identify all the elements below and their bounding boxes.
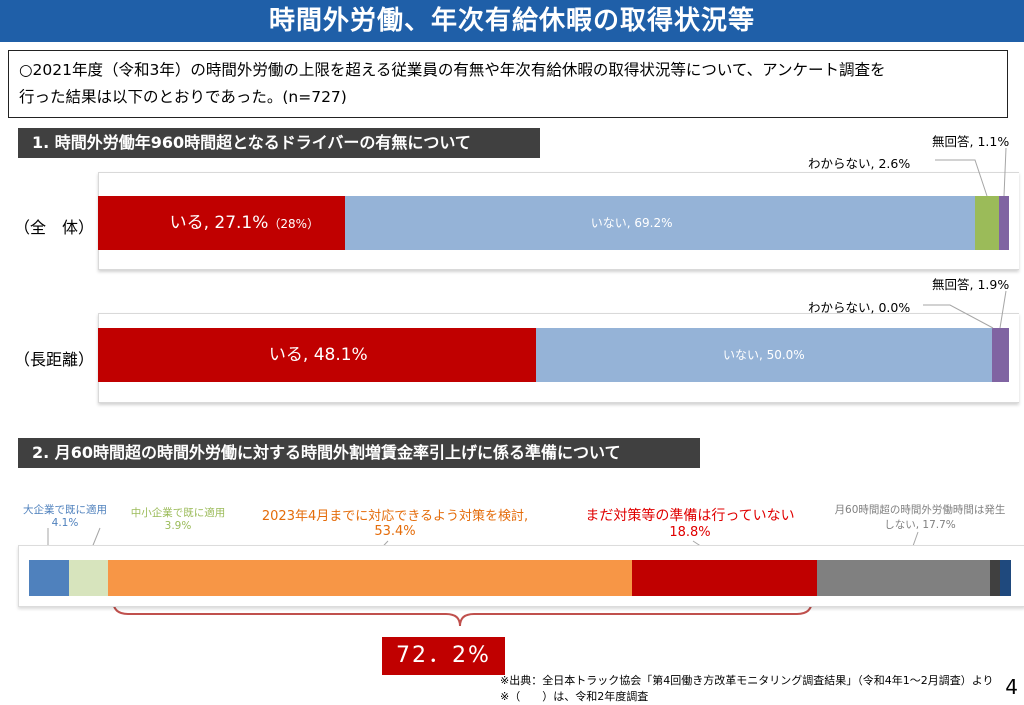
page-number: 4 — [1005, 675, 1018, 699]
bar-segment-6 — [1000, 560, 1011, 596]
label-large-co: 大企業で既に適用 4.1% — [23, 504, 107, 529]
label-not-yet: まだ対策等の準備は行っていない 18.8% — [585, 508, 795, 540]
label-plan: 2023年4月までに対応できるよう対策を検討, 53.4% — [261, 509, 529, 539]
bar-segment-2 — [107, 560, 632, 596]
annot-all-unknown: わからない, 2.6% — [808, 156, 911, 171]
annot-all-noanswer: 無回答, 1.1% — [932, 134, 1010, 149]
leader-ld-unknown — [923, 304, 994, 329]
bar-segment-1 — [69, 560, 108, 596]
bar-segment-0 — [98, 196, 345, 250]
page-title: 時間外労働、年次有給休暇の取得状況等 — [0, 0, 1024, 42]
row-label-all: （全 体） — [14, 218, 95, 237]
bar-segment-0 — [29, 560, 70, 596]
bar-segment-label-0: いる, 48.1% — [268, 345, 368, 365]
bar-segment-3 — [991, 328, 1009, 382]
chart2-bar — [29, 560, 1011, 596]
bar-segment-0 — [98, 328, 537, 382]
bar-segment-4 — [816, 560, 991, 596]
bar-segment-label-0: いる, 27.1%（28%） — [169, 213, 320, 233]
section2-heading: 2. 月60時間超の時間外労働に対する時間外割増賃金率引上げに係る準備について — [18, 438, 700, 468]
bar-segment-5 — [990, 560, 1001, 596]
chart1-bar-all: いる, 27.1%（28%） いない, 69.2% — [98, 196, 1009, 250]
total-72-box: 72．2% — [382, 637, 505, 675]
source-note: ※出典：全日本トラック協会「第4回働き方改革モニタリング調査結果」（令和4年1～… — [500, 674, 994, 687]
intro-line-2: 行った結果は以下のとおりであった。(n=727) — [19, 88, 347, 106]
leader-ld-noanswer — [999, 290, 1007, 329]
leader-all-noanswer — [1003, 147, 1007, 197]
label-none: 月60時間超の時間外労働時間は発生 しない, 17.7% — [834, 504, 1006, 531]
bar-segment-label-1: いない, 50.0% — [722, 348, 805, 362]
previous-year-value: （28%） — [268, 217, 320, 231]
bar-segment-1 — [536, 328, 992, 382]
bracket — [112, 599, 813, 627]
bar-segment-3 — [998, 196, 1009, 250]
bar-segment-3 — [631, 560, 817, 596]
section1-heading: 1. 時間外労働年960時間超となるドライバーの有無について — [18, 128, 540, 158]
bar-segment-1 — [344, 196, 976, 250]
label-sme: 中小企業で既に適用 3.9% — [130, 507, 226, 532]
bar-segment-2 — [975, 196, 999, 250]
row-label-long-distance: （長距離） — [14, 350, 95, 369]
annot-ld-noanswer: 無回答, 1.9% — [932, 277, 1010, 292]
annot-ld-unknown: わからない, 0.0% — [808, 300, 911, 315]
intro-box: ○2021年度（令和3年）の時間外労働の上限を超える従業員の有無や年次有給休暇の… — [8, 50, 1008, 118]
chart1-bar-long-distance: いる, 48.1% いない, 50.0% — [98, 328, 1009, 382]
leader-all-unknown — [935, 159, 988, 197]
prev-year-note: ※（ ）は、令和2年度調査 — [500, 690, 649, 703]
bar-segment-label-1: いない, 69.2% — [590, 216, 673, 230]
intro-line-1: ○2021年度（令和3年）の時間外労働の上限を超える従業員の有無や年次有給休暇の… — [19, 61, 886, 79]
